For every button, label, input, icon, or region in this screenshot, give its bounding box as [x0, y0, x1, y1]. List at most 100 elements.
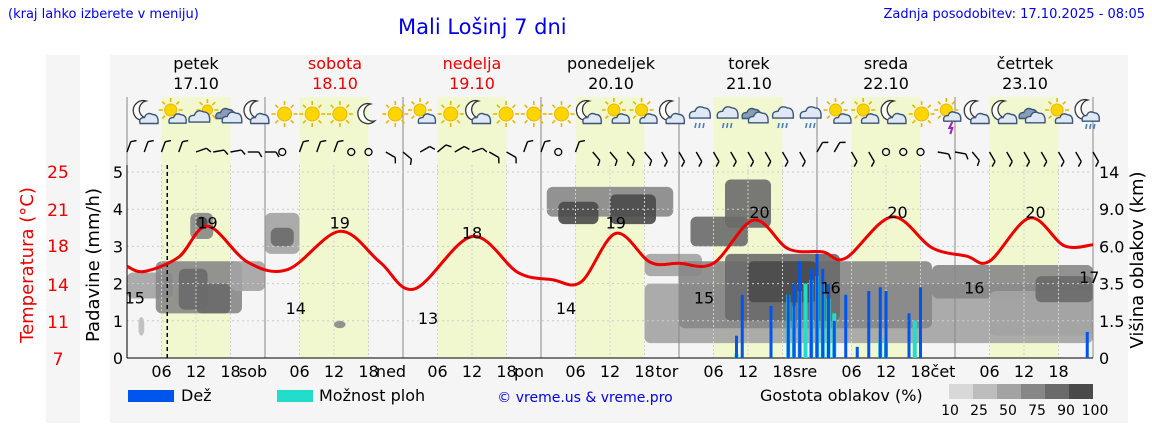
- day-date-label: 17.10: [173, 74, 219, 93]
- rain-bar: [1085, 331, 1089, 358]
- legend-shower-label: Možnost ploh: [319, 386, 425, 405]
- sun-icon: [493, 101, 520, 127]
- wind-barb-feather: [614, 160, 618, 167]
- cloud-shape: [1054, 113, 1074, 124]
- wind-barb-shaft: [747, 151, 755, 162]
- rain-bar: [735, 335, 738, 358]
- wind-barb-shaft: [954, 151, 966, 155]
- wind-barb: [298, 139, 310, 153]
- sun-ray: [496, 119, 501, 124]
- sun-ray: [868, 100, 873, 105]
- temperature-label: 14: [286, 299, 306, 318]
- wind-barb: [954, 151, 969, 160]
- day-date-label: 21.10: [726, 74, 772, 93]
- wind-barb-shaft: [1040, 151, 1048, 162]
- wind-barb-feather: [839, 141, 846, 144]
- wind-barb-feather: [732, 161, 737, 167]
- sun-ray: [330, 119, 335, 124]
- left-axis-panel: [46, 55, 80, 423]
- x-tick-label: 18: [358, 362, 378, 381]
- sun-ray: [211, 101, 216, 106]
- sun-ray: [911, 119, 916, 124]
- temperature-label: 19: [330, 213, 350, 232]
- wind-barb-feather: [715, 161, 720, 167]
- cloud-legend-swatch: [1069, 384, 1093, 399]
- moon-cloud-icon: [991, 99, 1018, 125]
- wind-barb-feather: [1026, 161, 1031, 167]
- moon-rain-icon: [1074, 98, 1100, 130]
- wind-barb: [213, 149, 229, 155]
- copyright-text: © vreme.us & vreme.pro: [497, 390, 672, 406]
- wind-barb: [781, 151, 789, 167]
- rain-bar: [809, 268, 813, 358]
- wind-barb-shaft: [781, 151, 789, 162]
- x-tick-label: 06: [427, 362, 447, 381]
- wind-barb-shaft: [437, 144, 447, 153]
- x-tick-label: pon: [514, 362, 544, 381]
- day-name-label: ponedeljek: [567, 54, 656, 73]
- cloud-shape: [716, 106, 739, 119]
- cloud-shape: [747, 111, 769, 124]
- x-tick-label: 18: [910, 362, 930, 381]
- sun-ray: [646, 100, 651, 105]
- rain-drop: [694, 122, 697, 129]
- sun-ray: [511, 119, 516, 124]
- wind-barb-shaft: [988, 151, 996, 162]
- wind-barb-shaft: [540, 141, 546, 153]
- wind-barb-shaft: [298, 141, 304, 153]
- wind-barb: [385, 151, 397, 164]
- rain-bar: [792, 283, 796, 358]
- wind-barb-feather: [649, 160, 653, 167]
- sun-ray: [567, 119, 572, 124]
- wind-barb: [402, 151, 413, 165]
- temperature-label: 17: [1079, 268, 1099, 287]
- x-tick-label: ned: [376, 362, 406, 381]
- sun-ray: [456, 119, 461, 124]
- cloud-height-tick-label: 1.5: [1099, 312, 1124, 331]
- x-tick-label: 18: [634, 362, 654, 381]
- day-name-label: sreda: [864, 54, 908, 73]
- sun-disc: [387, 106, 403, 122]
- cloud-sun-icon: [188, 99, 219, 123]
- wind-barb-shaft: [626, 151, 635, 161]
- wind-barb-shaft: [143, 141, 149, 153]
- sun-icon: [299, 101, 326, 127]
- x-tick-label: 12: [600, 362, 620, 381]
- x-tick-label: 18: [772, 362, 792, 381]
- sun-disc: [277, 106, 292, 122]
- cloud-cover-area: [334, 320, 346, 329]
- sun-cloud-icon: [629, 98, 658, 124]
- x-tick-label: čet: [931, 362, 956, 381]
- wind-barb-shaft: [971, 151, 980, 161]
- x-tick-label: 06: [289, 362, 309, 381]
- wind-barb: [195, 147, 212, 153]
- sun-ray: [539, 119, 544, 124]
- sun-disc: [164, 103, 178, 117]
- x-tick-label: 06: [565, 362, 585, 381]
- day-name-label: sobota: [308, 54, 362, 73]
- cloud-height-tick-label: 3.5: [1099, 275, 1124, 294]
- wind-barb-shaft: [816, 142, 824, 153]
- sun-disc: [856, 103, 870, 117]
- cloud-rain-icon: [716, 106, 739, 129]
- sun-thunder-icon: [934, 98, 962, 135]
- wind-barb-shaft: [799, 151, 806, 162]
- sun-icon: [271, 101, 298, 127]
- wind-barb: [574, 139, 586, 153]
- sun-disc: [304, 106, 320, 122]
- cloud-legend-swatch: [997, 384, 1021, 399]
- wind-barb-feather: [515, 157, 517, 164]
- wind-barb: [816, 141, 829, 153]
- wind-barb-feather: [182, 139, 189, 143]
- x-tick-label: 12: [186, 362, 206, 381]
- sun-ray: [632, 115, 637, 120]
- wind-barb-shaft: [1006, 151, 1013, 162]
- rain-bar: [769, 305, 773, 358]
- sun-icon: [326, 101, 353, 127]
- cloud-shape: [639, 113, 658, 124]
- cloud-shape: [249, 112, 270, 125]
- wind-barb-shaft: [195, 147, 207, 153]
- cloud-legend-swatch: [1045, 384, 1069, 399]
- temperature-label: 15: [125, 289, 145, 308]
- rain-bar: [884, 291, 888, 358]
